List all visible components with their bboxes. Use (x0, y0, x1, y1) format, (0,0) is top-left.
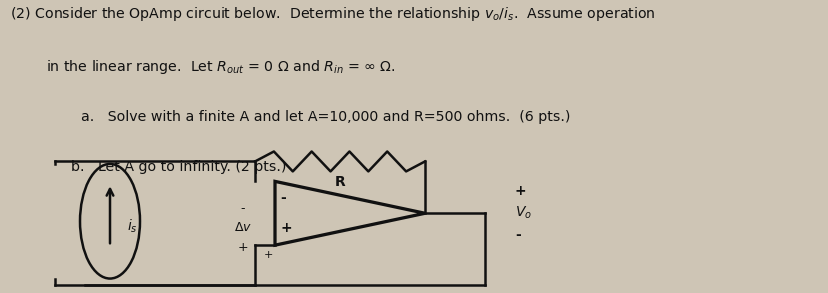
Text: -: - (514, 228, 520, 242)
Text: +: + (263, 250, 272, 260)
Text: a.   Solve with a finite A and let A=10,000 and R=500 ohms.  (6 pts.): a. Solve with a finite A and let A=10,00… (81, 110, 570, 125)
Text: +: + (280, 221, 291, 235)
Text: -: - (240, 202, 245, 215)
Text: +: + (238, 241, 248, 254)
Text: R: R (335, 176, 345, 189)
Text: -: - (280, 191, 286, 205)
Text: $i_s$: $i_s$ (127, 217, 137, 235)
Text: b.   Let A go to infinity. (2 pts.): b. Let A go to infinity. (2 pts.) (71, 160, 286, 174)
Text: (2) Consider the OpAmp circuit below.  Determine the relationship $v_o$/$i_s$.  : (2) Consider the OpAmp circuit below. De… (10, 5, 655, 23)
Text: +: + (514, 184, 526, 198)
Text: $V_o$: $V_o$ (514, 205, 532, 222)
Text: $\Delta v$: $\Delta v$ (233, 221, 252, 234)
Text: in the linear range.  Let $R_{out}$ = 0 $\Omega$ and $R_{in}$ = $\infty$ $\Omega: in the linear range. Let $R_{out}$ = 0 $… (46, 58, 395, 76)
